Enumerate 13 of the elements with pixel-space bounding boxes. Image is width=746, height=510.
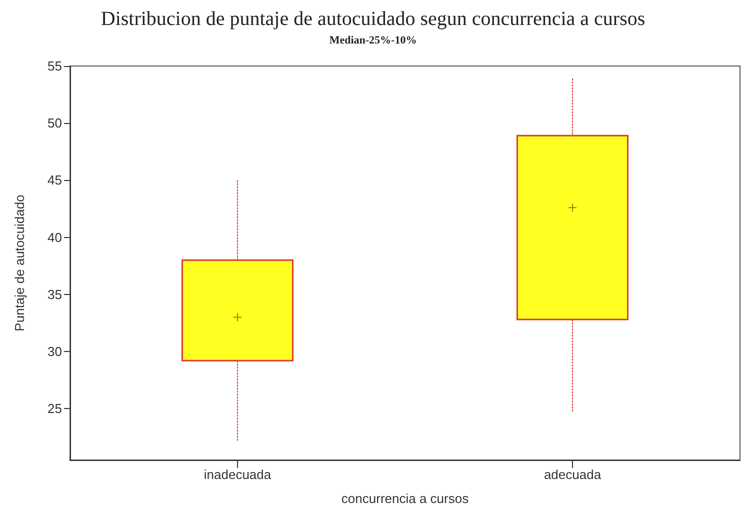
y-tick-label: 50 — [48, 116, 62, 131]
y-tick-label: 35 — [48, 286, 62, 302]
chart-title: Distribucion de puntaje de autocuidado segun concurrencia a cursos — [100, 8, 646, 30]
x-tick-label: adecuada — [544, 467, 602, 482]
chart-subtitle: Median-25%-10% — [329, 34, 417, 46]
x-axis-title: concurrencia a cursos — [341, 491, 470, 506]
y-tick-label: 55 — [48, 58, 62, 74]
y-tick-label: 40 — [48, 230, 62, 245]
y-axis-title: Puntaje de autocuidado — [12, 194, 27, 332]
y-tick-label: 25 — [48, 401, 62, 416]
y-tick-label: 45 — [48, 172, 62, 188]
y-tick-label: 30 — [48, 344, 62, 360]
x-tick-label: inadecuada — [204, 467, 272, 482]
